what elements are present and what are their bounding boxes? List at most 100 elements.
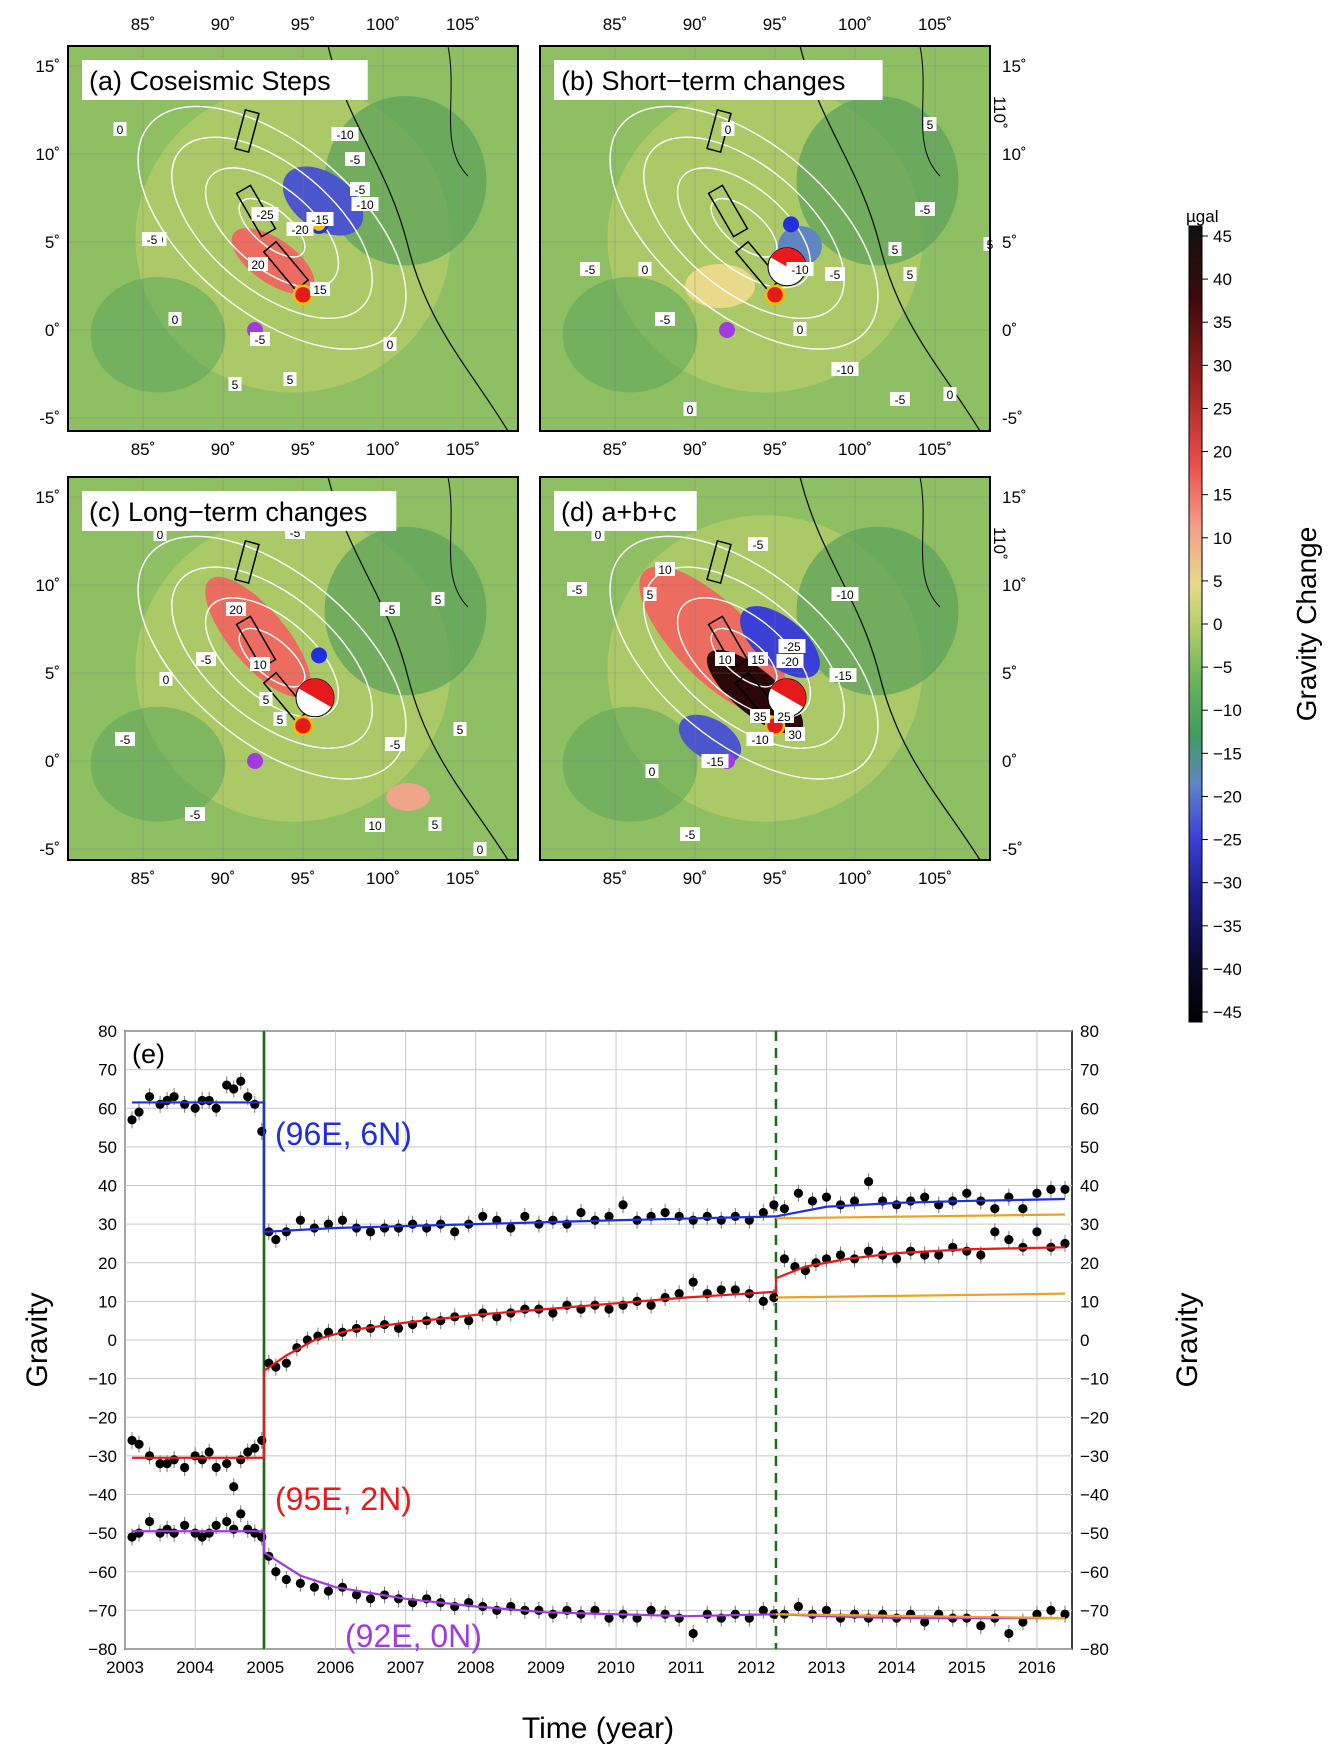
data-point [604, 1304, 614, 1314]
contour-label-box [345, 152, 365, 166]
data-point [295, 1215, 305, 1225]
y-tick-label-right: 20 [1080, 1254, 1099, 1273]
panel-title: (c) Long−term changes [89, 497, 367, 527]
x-tick-label: 2016 [1018, 1658, 1056, 1677]
lat-tick-right: -5˚ [1002, 409, 1023, 428]
site-marker-95e-2n [292, 715, 314, 737]
data-point [702, 1211, 712, 1221]
data-point [779, 1254, 789, 1264]
contour-label-box [890, 392, 910, 406]
lon-tick-top: 90˚ [683, 15, 708, 34]
data-point [962, 1188, 972, 1198]
contour-label-box [643, 587, 657, 601]
data-point [892, 1200, 902, 1210]
contour-label: 0 [157, 528, 164, 542]
map-field-patch [324, 96, 487, 266]
data-point [1060, 1238, 1070, 1249]
contour-label: -25 [783, 640, 801, 654]
contour-label: 0 [797, 323, 804, 337]
data-point [716, 1285, 726, 1295]
contour-line [171, 566, 373, 749]
y-tick-label-left: −60 [88, 1563, 117, 1582]
contour-label-box [350, 182, 370, 196]
y-tick-label-right: −40 [1080, 1486, 1109, 1505]
contour-label-box [283, 372, 297, 386]
fault-segment [706, 539, 732, 585]
lon-tick-bottom: 105˚ [918, 440, 952, 459]
contour-label-box [750, 709, 770, 723]
panel-label-e: (e) [132, 1039, 165, 1069]
contour-label: 10 [253, 658, 267, 672]
contour-label: 20 [251, 258, 265, 272]
y-tick-label-left: −70 [88, 1601, 117, 1620]
data-point [281, 1574, 291, 1585]
lon-tick-bottom: 85˚ [603, 440, 628, 459]
data-point [548, 1215, 558, 1225]
contour-label: 0 [725, 123, 732, 137]
contour-label-box [831, 362, 859, 376]
map-field-patch [90, 706, 226, 822]
fit-line [132, 1101, 1066, 1234]
lat-tick-right: 10˚ [1002, 145, 1027, 164]
colorbar: µgal 45 40 35 30 25 20 15 10 5 0 −5 −10 −15 −20 −25 −30… [1186, 207, 1322, 1023]
contour-label: -15 [311, 213, 329, 227]
contour-label-box [746, 732, 774, 746]
colorbar-tick-label: −45 [1213, 1003, 1242, 1022]
contour-label-box [385, 737, 405, 751]
data-point [393, 1323, 404, 1334]
contour-label-box [113, 122, 127, 136]
series-label-96e6n: (96E, 6N) [275, 1116, 412, 1152]
lon-tick-bottom: 90˚ [683, 869, 708, 888]
data-point [295, 1578, 305, 1588]
colorbar-tick-label: 45 [1213, 227, 1232, 246]
contour-label-box [226, 602, 246, 616]
data-point [134, 1107, 144, 1117]
contour-line [204, 167, 340, 289]
contour-line [676, 597, 812, 719]
colorbar-tick-label: 20 [1213, 443, 1232, 462]
contour-label: 15 [313, 283, 327, 297]
y-tick-label-left: 40 [98, 1177, 117, 1196]
contour-label: -5 [355, 183, 366, 197]
contour-label: 5 [287, 373, 294, 387]
lat-tick-right: 5˚ [1002, 233, 1017, 252]
series-2 [127, 1505, 1070, 1643]
contour-label-box [383, 337, 397, 351]
data-point [769, 1292, 779, 1303]
data-point [257, 1126, 267, 1137]
lon-tick-top: 105˚ [918, 15, 952, 34]
contour-label: -5 [920, 203, 931, 217]
map-frame [67, 45, 519, 432]
data-point [821, 1192, 832, 1202]
contour-label-box [259, 692, 273, 706]
colorbar-tick-label: 35 [1213, 313, 1232, 332]
lon-tick-bottom: 85˚ [131, 440, 156, 459]
data-point [769, 1200, 779, 1210]
data-point [821, 1254, 832, 1264]
lat-tick-left: 10˚ [35, 576, 60, 595]
lon-tick-bottom: 90˚ [211, 440, 236, 459]
corner-tick: 110˚ [990, 527, 1009, 560]
data-point [169, 1528, 179, 1538]
data-point [962, 1246, 972, 1256]
y-tick-label-right: −10 [1080, 1370, 1109, 1389]
colorbar-tick-label: −20 [1213, 787, 1242, 806]
contour-line [204, 597, 340, 719]
data-point [204, 1095, 214, 1106]
site-marker-92e-0n [719, 322, 735, 338]
data-point [222, 1516, 232, 1527]
contour-label-box [431, 592, 445, 606]
lat-tick-right: 10˚ [1002, 576, 1027, 595]
colorbar-title: Gravity Change [1291, 527, 1322, 722]
map-field-patch [562, 277, 698, 393]
contour-line [137, 105, 407, 350]
lon-tick-top: 100˚ [366, 15, 400, 34]
map-field-patch [90, 277, 226, 393]
data-point [197, 1532, 207, 1542]
data-point [211, 1103, 221, 1113]
contour-label-box [142, 232, 162, 246]
contour-label-box [365, 818, 385, 832]
data-point [180, 1099, 190, 1109]
contour-label-box [778, 639, 806, 653]
contour-label-box [915, 202, 935, 216]
